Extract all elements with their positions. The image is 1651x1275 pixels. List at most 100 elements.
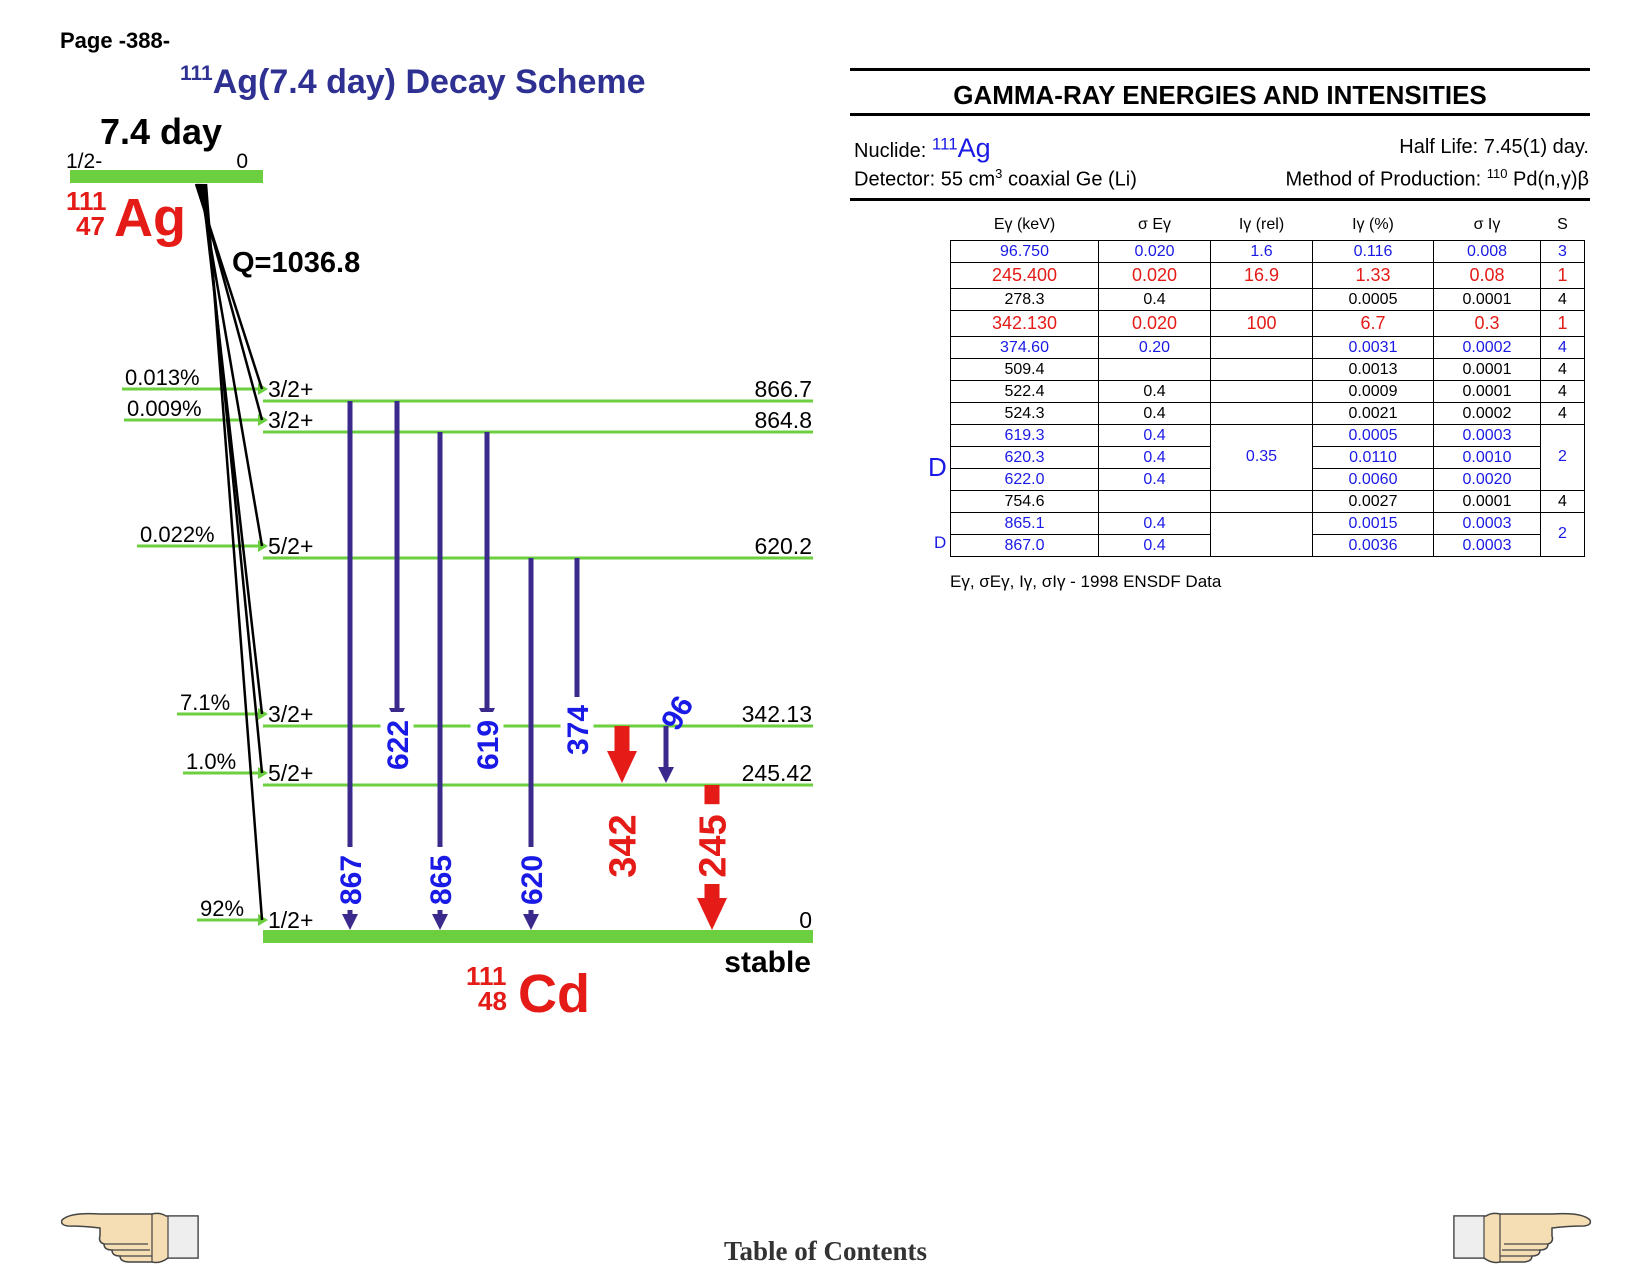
feed-arrow-icon [258, 414, 268, 426]
table-cell: 96.750 [950, 240, 1099, 263]
table-cell: 0.116 [1312, 240, 1434, 263]
col-ipct: Iγ (%) [1352, 216, 1394, 233]
table-cell: 865.1 [950, 512, 1099, 535]
level-line [263, 930, 813, 943]
level-spin: 5/2+ [268, 533, 313, 559]
parent-spin: 1/2- [66, 150, 102, 173]
page-label: Page -388- [60, 28, 171, 53]
level-feeding: 0.022% [140, 522, 215, 547]
gamma-label-bg [514, 847, 548, 910]
scheme-title-text: Ag(7.4 day) Decay Scheme [212, 63, 646, 101]
gamma-line [437, 432, 443, 914]
table-row: 278.3 0.4 0.0005 0.0001 4 [950, 288, 1585, 311]
gamma-label: 245 [693, 814, 735, 877]
gamma-line [574, 558, 580, 708]
gamma-line [614, 726, 630, 751]
next-page-hand-icon[interactable] [1450, 1206, 1592, 1266]
table-row: 96.750 0.020 1.6 0.116 0.008 3 [950, 240, 1585, 263]
table-cell: 0.0003 [1433, 512, 1541, 535]
table-cell: 2 [1540, 424, 1585, 465]
scheme-title: 111Ag(7.4 day) Decay Scheme [180, 62, 646, 102]
level-line [263, 556, 813, 560]
table-cell: 0.0001 [1433, 380, 1541, 403]
table-cell: 0.4 [1098, 402, 1211, 425]
table-cell: 0.0031 [1312, 336, 1434, 359]
table-row: 619.3 0.4 0.35 0.0005 0.0003 2 [950, 424, 1585, 465]
gamma-label: 867 [335, 855, 368, 905]
table-cell [1210, 534, 1313, 557]
table-cell: 0.4 [1098, 512, 1211, 535]
table-cell: 867.0 [950, 534, 1099, 557]
table-row: 509.4 0.0013 0.0001 4 [950, 358, 1585, 381]
col-sigma-energy: σ Eγ [1138, 216, 1171, 233]
table-of-contents-link[interactable]: Table of Contents [723, 1236, 928, 1266]
nuclide-label: Nuclide: [854, 140, 927, 162]
table-cell: 0.0021 [1312, 402, 1434, 425]
table-cell: 620.3 [950, 446, 1099, 469]
table-cell: 0.0013 [1312, 358, 1434, 381]
parent-symbol: Ag [114, 188, 186, 248]
table-cell: 1.33 [1312, 262, 1434, 289]
daughter-mass: 111 [466, 961, 507, 991]
feed-arrow-icon [258, 767, 268, 779]
table-cell: 0.020 [1098, 262, 1211, 289]
table-cell: 524.3 [950, 402, 1099, 425]
gamma-label-bg [380, 712, 414, 775]
table-cell: 4 [1540, 402, 1585, 425]
gamma-label: 865 [425, 855, 458, 905]
table-cell: 278.3 [950, 288, 1099, 311]
table-cell: 0.4 [1098, 468, 1211, 491]
table-cell: 1 [1540, 310, 1585, 337]
merged-cell-value: 2 [1558, 447, 1567, 465]
level-energy: 0 [799, 907, 812, 933]
gamma-label-bg [691, 804, 733, 884]
table-cell: 0.0036 [1312, 534, 1434, 557]
gamma-label: 619 [472, 720, 505, 770]
merged-cell-value: 0.35 [1245, 447, 1278, 465]
table-cell: 0.008 [1433, 240, 1541, 263]
table-cell: 3 [1540, 240, 1585, 263]
table-cell: 0.0110 [1312, 446, 1434, 469]
table-cell: 0.4 [1098, 534, 1211, 557]
table-row: 374.60 0.20 0.0031 0.0002 4 [950, 336, 1585, 359]
table-header-row: Eγ (keV) σ Eγ Iγ (rel) Iγ (%) σ Iγ S [951, 210, 1585, 241]
table-cell: 0.0009 [1312, 380, 1434, 403]
header-rule [850, 198, 1590, 201]
detector-line: Detector: 55 cm3 coaxial Ge (Li) [854, 166, 1137, 192]
table-cell [1540, 446, 1585, 469]
table-cell: 0.3 [1433, 310, 1541, 337]
previous-page-hand-icon[interactable] [60, 1206, 202, 1266]
level-feeding: 0.009% [127, 396, 202, 421]
gamma-line [528, 558, 534, 914]
table-cell: 0.08 [1433, 262, 1541, 289]
method-pre: Method of Production: [1285, 168, 1487, 191]
table-cell: 0.0005 [1312, 424, 1434, 447]
table-cell: 0.0003 [1433, 534, 1541, 557]
levels-group: 3/2+ 866.7 0.013% 3/2+ 864.8 0.009% 5/2+ 620.2 0… [122, 365, 813, 943]
gamma-arrow-icon [697, 898, 727, 930]
level-feeding: 0.013% [125, 365, 200, 390]
level-spin: 3/2+ [268, 407, 313, 433]
table-row: 522.4 0.4 0.0009 0.0001 4 [950, 380, 1585, 403]
table-cell: 4 [1540, 358, 1585, 381]
table-cell: 6.7 [1312, 310, 1434, 337]
table-title: GAMMA-RAY ENERGIES AND INTENSITIES [850, 68, 1590, 116]
d-marker-2: D [934, 533, 947, 552]
table-cell: 622.0 [950, 468, 1099, 491]
level-energy: 864.8 [754, 407, 812, 433]
table-cell: 1.6 [1210, 240, 1313, 263]
production-method: Method of Production: 110 Pd(n,γ)β [1286, 166, 1590, 192]
table-cell: 0.0010 [1433, 446, 1541, 469]
table-cell: 4 [1540, 380, 1585, 403]
table-cell: 0.0001 [1433, 288, 1541, 311]
detector-sup: 3 [995, 166, 1003, 181]
gamma-arrow-icon [658, 767, 674, 783]
table-cell: 0.4 [1098, 380, 1211, 403]
table-row: 865.1 0.4 0.0015 0.0003 2 [950, 512, 1585, 542]
detector-post: coaxial Ge (Li) [1002, 168, 1137, 191]
table-cell [1210, 512, 1313, 535]
gamma-label: 622 [382, 720, 415, 770]
gamma-label-bg [560, 697, 594, 760]
level-spin: 1/2+ [268, 907, 313, 933]
gamma-label-bg [423, 847, 457, 910]
